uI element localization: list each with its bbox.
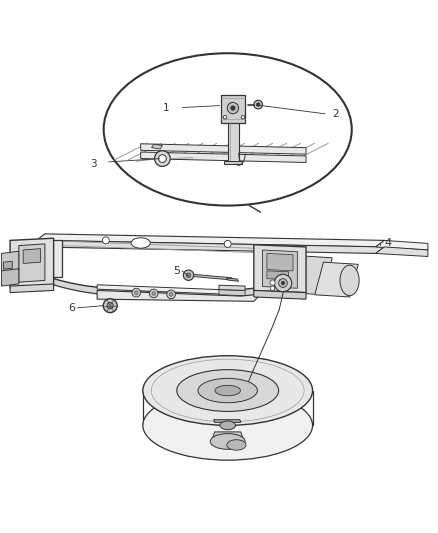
Circle shape (167, 290, 176, 298)
Polygon shape (254, 245, 306, 293)
Polygon shape (254, 290, 306, 299)
Polygon shape (212, 432, 243, 439)
Ellipse shape (104, 53, 352, 206)
Ellipse shape (143, 391, 313, 460)
Circle shape (224, 240, 231, 247)
Text: 2: 2 (332, 109, 339, 119)
Polygon shape (10, 284, 53, 293)
Text: 6: 6 (68, 303, 75, 313)
Ellipse shape (143, 356, 313, 425)
Ellipse shape (340, 265, 359, 296)
Polygon shape (10, 238, 53, 288)
Polygon shape (224, 161, 242, 164)
Ellipse shape (177, 370, 279, 411)
Polygon shape (36, 234, 385, 247)
Circle shape (155, 151, 170, 166)
Circle shape (186, 273, 191, 277)
Circle shape (256, 103, 260, 107)
Circle shape (107, 303, 113, 309)
Polygon shape (214, 419, 241, 422)
Polygon shape (36, 240, 62, 277)
Polygon shape (188, 274, 232, 279)
Circle shape (227, 102, 239, 114)
Circle shape (170, 293, 173, 296)
Polygon shape (315, 262, 358, 297)
Polygon shape (23, 249, 41, 263)
Ellipse shape (198, 378, 258, 403)
Ellipse shape (220, 421, 236, 430)
Text: 3: 3 (91, 159, 97, 169)
Polygon shape (97, 290, 262, 301)
Polygon shape (1, 251, 19, 273)
Ellipse shape (210, 434, 245, 449)
Ellipse shape (131, 238, 150, 248)
Circle shape (231, 106, 235, 110)
Ellipse shape (215, 385, 240, 396)
Circle shape (274, 274, 292, 292)
Polygon shape (221, 94, 245, 123)
Polygon shape (36, 240, 385, 254)
Circle shape (241, 116, 245, 119)
Text: 5: 5 (173, 266, 180, 276)
Circle shape (149, 289, 158, 298)
Circle shape (102, 237, 110, 244)
Circle shape (281, 281, 285, 285)
Polygon shape (267, 254, 293, 271)
Polygon shape (141, 144, 306, 154)
Polygon shape (19, 244, 45, 282)
Polygon shape (376, 240, 428, 250)
Polygon shape (228, 120, 239, 162)
Circle shape (279, 279, 287, 287)
Polygon shape (219, 289, 245, 296)
Circle shape (270, 286, 275, 290)
Polygon shape (97, 285, 241, 295)
Text: 4: 4 (385, 238, 392, 247)
Polygon shape (141, 152, 306, 163)
Polygon shape (1, 269, 19, 286)
Polygon shape (4, 261, 12, 269)
Circle shape (270, 280, 275, 285)
Polygon shape (376, 247, 428, 256)
Circle shape (152, 292, 155, 295)
Polygon shape (219, 285, 245, 290)
Ellipse shape (227, 440, 246, 450)
Text: 1: 1 (162, 103, 169, 112)
Polygon shape (152, 144, 162, 149)
Circle shape (223, 116, 227, 119)
Polygon shape (289, 256, 332, 295)
Circle shape (184, 270, 194, 280)
Polygon shape (226, 278, 239, 281)
Polygon shape (262, 250, 297, 288)
Circle shape (134, 291, 138, 294)
Circle shape (103, 298, 117, 313)
Circle shape (132, 288, 141, 297)
Circle shape (159, 155, 166, 163)
Polygon shape (267, 271, 289, 279)
Circle shape (254, 100, 262, 109)
